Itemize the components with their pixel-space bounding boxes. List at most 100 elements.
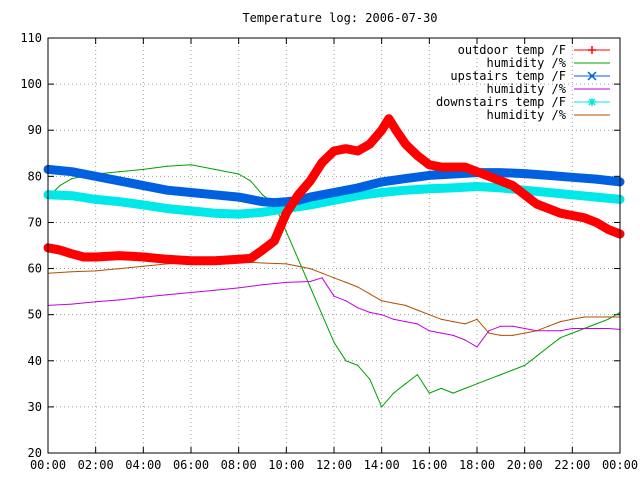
- data-point: [238, 287, 240, 289]
- data-point: [559, 330, 562, 332]
- data-point: [261, 210, 264, 214]
- data-point: [141, 184, 145, 188]
- data-point: [368, 142, 372, 146]
- data-point: [415, 154, 419, 158]
- data-point: [95, 270, 97, 272]
- data-point: [547, 346, 550, 348]
- data-point: [500, 374, 502, 376]
- data-point: [71, 178, 73, 180]
- data-point: [547, 330, 550, 332]
- data-point: [369, 293, 371, 295]
- data-point: [594, 195, 598, 199]
- data-point: [381, 406, 383, 408]
- x-tick-label: 18:00: [459, 458, 495, 472]
- data-point: [261, 200, 264, 204]
- data-point: [59, 185, 61, 187]
- data-point: [475, 170, 479, 174]
- data-point: [285, 263, 287, 265]
- legend-label: outdoor temp /F: [458, 43, 566, 57]
- data-point: [165, 207, 169, 211]
- legend-label: humidity /%: [487, 82, 567, 96]
- data-point: [394, 128, 398, 132]
- data-point: [189, 191, 193, 194]
- data-point: [452, 321, 454, 323]
- data-point: [141, 203, 145, 207]
- data-point: [570, 193, 574, 197]
- data-point: [308, 203, 312, 207]
- data-point: [547, 325, 550, 327]
- data-point: [595, 327, 597, 330]
- data-point: [476, 318, 478, 320]
- series-lines: [43, 114, 625, 408]
- x-tick-label: 16:00: [411, 458, 447, 472]
- data-point: [95, 301, 97, 303]
- data-point: [595, 323, 597, 325]
- data-point: [582, 216, 586, 220]
- data-point: [583, 327, 585, 330]
- data-point: [321, 277, 323, 279]
- y-tick-label: 80: [28, 169, 42, 183]
- data-point: [464, 387, 466, 389]
- data-point: [570, 175, 574, 179]
- data-point: [94, 197, 98, 201]
- y-tick-label: 60: [28, 262, 42, 276]
- data-point: [536, 355, 538, 357]
- chart-title: Temperature log: 2006-07-30: [242, 11, 437, 25]
- data-point: [165, 257, 169, 261]
- data-point: [524, 327, 526, 330]
- data-point: [451, 172, 455, 176]
- data-point: [451, 186, 455, 190]
- data-point: [500, 334, 502, 336]
- data-point: [535, 202, 539, 206]
- x-tick-label: 22:00: [554, 458, 590, 472]
- data-point: [463, 165, 467, 169]
- data-point: [606, 227, 610, 231]
- data-point: [416, 309, 418, 311]
- data-point: [296, 193, 300, 197]
- data-point: [487, 174, 491, 178]
- data-point: [369, 311, 371, 313]
- data-point: [369, 378, 371, 380]
- data-point: [71, 271, 73, 273]
- data-point: [345, 300, 347, 302]
- data-point: [142, 168, 144, 170]
- data-point: [332, 198, 336, 202]
- y-tick-label: 40: [28, 354, 42, 368]
- data-point: [94, 255, 98, 259]
- data-point: [238, 173, 240, 175]
- data-point: [476, 346, 478, 348]
- data-point: [213, 193, 217, 197]
- data-point: [297, 265, 299, 267]
- legend-marker-cross: [587, 71, 597, 81]
- data-point: [570, 214, 574, 217]
- data-point: [499, 171, 503, 175]
- data-point: [571, 332, 573, 334]
- data-point: [381, 300, 383, 302]
- data-point: [118, 268, 121, 270]
- data-point: [559, 321, 562, 323]
- data-point: [333, 277, 335, 279]
- data-point: [607, 318, 609, 320]
- data-point: [94, 174, 98, 178]
- x-tick-label: 20:00: [507, 458, 543, 472]
- legend-marker-star: [588, 98, 596, 106]
- data-point: [512, 369, 514, 371]
- data-point: [332, 191, 336, 194]
- data-point: [70, 194, 74, 198]
- data-point: [285, 281, 287, 283]
- data-point: [213, 259, 217, 263]
- data-point: [190, 291, 192, 294]
- y-tick-label: 30: [28, 400, 42, 414]
- data-point: [380, 180, 384, 184]
- series-line-1: [47, 164, 621, 408]
- x-tick-label: 00:00: [30, 458, 66, 472]
- data-point: [571, 318, 573, 320]
- data-point: [118, 179, 121, 183]
- y-tick-label: 100: [20, 77, 42, 91]
- data-point: [356, 186, 360, 190]
- data-point: [393, 318, 395, 320]
- data-point: [404, 188, 407, 192]
- data-point: [512, 334, 514, 336]
- data-point: [357, 286, 359, 288]
